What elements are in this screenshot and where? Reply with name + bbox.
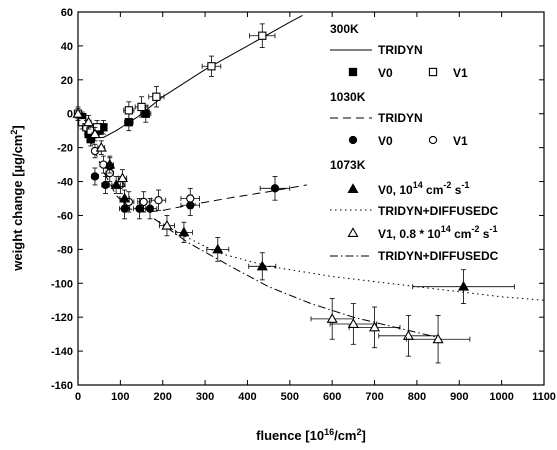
y-tick-label: -80 (57, 244, 73, 256)
data-point (124, 106, 133, 115)
data-point (119, 192, 131, 203)
legend-heading-1030k: 1030K (330, 90, 366, 104)
data-point (95, 141, 107, 152)
y-tick-label: -20 (57, 143, 73, 155)
data-point (347, 318, 359, 328)
curve-line (154, 218, 439, 338)
data-point (141, 109, 150, 118)
y-tick-label: 60 (61, 7, 73, 19)
data-point (368, 321, 381, 332)
x-tick-label: 800 (408, 391, 426, 403)
legend-label-v0-300k: V0 (378, 66, 393, 80)
data-point (124, 118, 133, 127)
data-point (104, 158, 116, 169)
legend-label-v1-1073k: V1, 0.8 * 1014 cm-2 s-1 (378, 224, 497, 241)
y-tick-label: -60 (57, 210, 73, 222)
y-tick-label: -40 (57, 177, 73, 189)
data-point (457, 280, 470, 291)
legend-marker-v0-300k (348, 67, 358, 77)
data-point (101, 180, 110, 190)
legend-marker-v0-1030k (348, 135, 358, 145)
x-tick-label: 400 (238, 391, 256, 403)
plot-frame (77, 11, 545, 386)
data-point (207, 62, 216, 71)
y-tick-label: 20 (61, 75, 73, 87)
data-point (145, 204, 155, 213)
data-point (90, 172, 100, 181)
x-tick-label: 700 (365, 391, 383, 403)
legend-heading-1073k: 1073K (330, 158, 366, 172)
data-point (270, 184, 280, 193)
y-tick-label: 40 (61, 41, 73, 53)
x-axis-label-exponent: 16 (324, 427, 334, 437)
data-points (72, 23, 515, 364)
x-tick-label: 500 (281, 391, 299, 403)
y-tick-label: -160 (51, 380, 73, 392)
data-point (110, 179, 122, 189)
x-tick-label: 1100 (532, 391, 556, 403)
data-point (258, 31, 267, 40)
legend-label-v0-1030k: V0 (378, 134, 393, 148)
legend-label-tridyn-1030k: TRIDYN (378, 111, 423, 125)
legend-label-v1-300k: V1 (453, 66, 468, 80)
legend-label-diffusedc-v1: TRIDYN+DIFFUSEDC (378, 249, 499, 263)
data-point (186, 194, 195, 203)
x-tick-label: 0 (75, 391, 81, 403)
y-tick-label: -140 (51, 346, 73, 358)
x-tick-label: 300 (196, 391, 214, 403)
y-tick-label: -120 (51, 312, 73, 324)
x-tick-label: 600 (323, 391, 341, 403)
data-point (402, 330, 414, 340)
data-point (72, 108, 84, 118)
data-point (178, 226, 190, 237)
x-tick-label: 1000 (489, 391, 513, 403)
data-point (161, 219, 173, 230)
data-point (135, 204, 144, 213)
data-point (83, 116, 95, 127)
legend: 300K TRIDYN V0 V1 1030K TRIDYN V0 V1 1073K V0, 10… (330, 22, 499, 263)
legend-label-diffusedc-v0: TRIDYN+DIFFUSEDC (378, 204, 499, 218)
curve-line (78, 14, 303, 138)
legend-label-v1-1030k: V1 (453, 134, 468, 148)
y-tick-label: 0 (67, 109, 73, 121)
data-point (137, 102, 146, 112)
data-point (432, 333, 444, 344)
data-point (212, 243, 224, 254)
y-tick-label: -100 (51, 278, 73, 290)
data-point (139, 197, 148, 207)
data-point (326, 313, 338, 323)
data-point (256, 260, 268, 271)
y-axis-label: weight change [µg/cm2] (9, 125, 25, 271)
x-tick-label: 100 (111, 391, 129, 403)
legend-marker-v0-1073k (347, 183, 359, 193)
legend-label-tridyn-300k: TRIDYN (378, 43, 423, 57)
legend-label-v0-1073k: V0, 1014 cm-2 s-1 (378, 180, 469, 197)
legend-marker-v1-1073k (347, 227, 359, 237)
legend-marker-v1-1030k (428, 135, 438, 145)
data-point (116, 172, 129, 183)
x-tick-label: 200 (154, 391, 172, 403)
x-tick-label: 900 (450, 391, 468, 403)
data-point (154, 196, 163, 205)
curve-line (154, 218, 544, 301)
x-axis-label: fluence [1016/cm2] (256, 427, 366, 443)
axis-ticks: 0 100 200 300 400 500 600 700 800 900 1000 1100-160… (51, 7, 556, 403)
legend-heading-300k: 300K (330, 22, 359, 36)
data-point (152, 92, 161, 101)
legend-marker-v1-300k (428, 67, 438, 77)
data-point (89, 128, 101, 139)
model-curves (78, 14, 544, 338)
